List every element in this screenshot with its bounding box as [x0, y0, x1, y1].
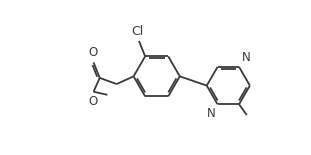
Text: O: O — [88, 46, 97, 59]
Text: N: N — [207, 107, 215, 120]
Text: Cl: Cl — [131, 25, 144, 38]
Text: N: N — [241, 51, 250, 64]
Text: O: O — [88, 95, 97, 108]
